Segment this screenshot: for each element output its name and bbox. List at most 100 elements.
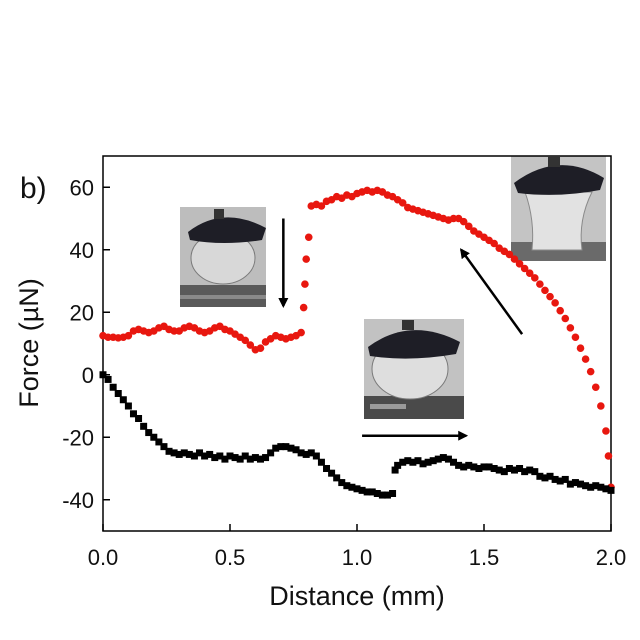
data-point bbox=[302, 450, 310, 458]
data-point bbox=[429, 457, 437, 465]
data-point bbox=[597, 402, 605, 410]
data-point bbox=[140, 422, 148, 430]
data-point bbox=[470, 463, 478, 471]
panel-label: b) bbox=[20, 172, 47, 205]
data-point bbox=[561, 475, 569, 483]
data-point bbox=[510, 255, 519, 263]
data-point bbox=[135, 415, 143, 422]
data-point bbox=[604, 452, 613, 460]
data-point bbox=[602, 427, 610, 435]
data-point bbox=[500, 468, 508, 476]
data-point bbox=[394, 461, 402, 469]
data-point bbox=[521, 468, 529, 476]
red-series bbox=[99, 186, 615, 492]
data-point bbox=[119, 396, 127, 404]
data-point bbox=[586, 367, 595, 376]
data-point bbox=[455, 461, 463, 469]
data-point bbox=[287, 444, 295, 452]
data-point bbox=[515, 260, 524, 268]
data-point bbox=[587, 483, 595, 491]
data-point bbox=[592, 482, 600, 490]
data-point bbox=[536, 472, 544, 480]
y-tick-label: 60 bbox=[70, 175, 94, 200]
data-point bbox=[196, 449, 204, 457]
data-point bbox=[170, 449, 178, 457]
data-point bbox=[531, 274, 539, 282]
data-point bbox=[241, 336, 250, 345]
data-point bbox=[424, 458, 432, 466]
x-axis-title: Distance (mm) bbox=[269, 581, 445, 611]
data-point bbox=[109, 383, 117, 391]
data-point bbox=[505, 465, 513, 472]
data-point bbox=[566, 324, 575, 332]
data-point bbox=[317, 202, 326, 210]
data-point bbox=[505, 250, 514, 259]
data-point bbox=[465, 461, 473, 469]
y-axis-title: Force (µN) bbox=[14, 278, 44, 408]
data-point bbox=[378, 491, 386, 499]
data-point bbox=[450, 458, 458, 466]
data-point bbox=[561, 314, 570, 323]
data-point bbox=[251, 454, 259, 462]
x-tick-label: 1.0 bbox=[342, 545, 373, 570]
data-point bbox=[582, 482, 590, 490]
data-point bbox=[231, 454, 239, 462]
data-point bbox=[333, 474, 341, 482]
data-point bbox=[312, 452, 320, 460]
data-point bbox=[129, 410, 137, 418]
data-point bbox=[414, 457, 422, 465]
data-point bbox=[256, 455, 264, 463]
data-point bbox=[307, 449, 315, 457]
data-point bbox=[607, 486, 615, 494]
data-point bbox=[391, 466, 399, 474]
data-point bbox=[602, 485, 610, 493]
data-point bbox=[551, 299, 559, 307]
data-point bbox=[292, 446, 300, 454]
data-point bbox=[338, 479, 346, 487]
data-point bbox=[221, 455, 229, 463]
data-point bbox=[490, 465, 498, 472]
black-series bbox=[99, 371, 615, 499]
data-point bbox=[358, 486, 366, 494]
data-point bbox=[297, 449, 305, 457]
data-point bbox=[490, 239, 498, 248]
data-point bbox=[581, 355, 590, 363]
data-point bbox=[419, 460, 427, 468]
data-point bbox=[459, 217, 468, 226]
data-point bbox=[246, 341, 255, 349]
data-point bbox=[495, 466, 503, 474]
data-point bbox=[551, 475, 559, 483]
inset-droplet-retract bbox=[364, 319, 464, 419]
data-point bbox=[236, 455, 244, 463]
data-point bbox=[368, 488, 376, 496]
data-point bbox=[541, 286, 549, 295]
data-point bbox=[150, 433, 158, 441]
data-point bbox=[541, 474, 549, 482]
data-point bbox=[597, 483, 605, 491]
data-point bbox=[272, 444, 280, 452]
data-point bbox=[398, 199, 407, 207]
arrow-up-left bbox=[459, 248, 524, 335]
data-point bbox=[348, 483, 356, 491]
data-point bbox=[399, 458, 407, 466]
data-point bbox=[556, 306, 564, 315]
data-point bbox=[317, 458, 325, 466]
data-point bbox=[536, 280, 544, 288]
data-point bbox=[104, 375, 112, 383]
data-point bbox=[526, 466, 534, 474]
y-tick-label: -40 bbox=[62, 488, 94, 513]
data-point bbox=[480, 463, 488, 471]
data-point bbox=[190, 452, 198, 460]
data-point bbox=[383, 491, 391, 499]
y-axis: -40 -20 0 20 40 60 bbox=[62, 175, 110, 513]
data-point bbox=[267, 449, 275, 457]
data-point bbox=[302, 255, 311, 263]
data-point bbox=[546, 292, 554, 301]
data-point bbox=[124, 402, 132, 410]
x-tick-label: 0.5 bbox=[215, 545, 246, 570]
annotation-arrows bbox=[278, 218, 524, 441]
data-point bbox=[444, 455, 452, 463]
data-point bbox=[299, 303, 308, 312]
data-point bbox=[323, 465, 331, 472]
